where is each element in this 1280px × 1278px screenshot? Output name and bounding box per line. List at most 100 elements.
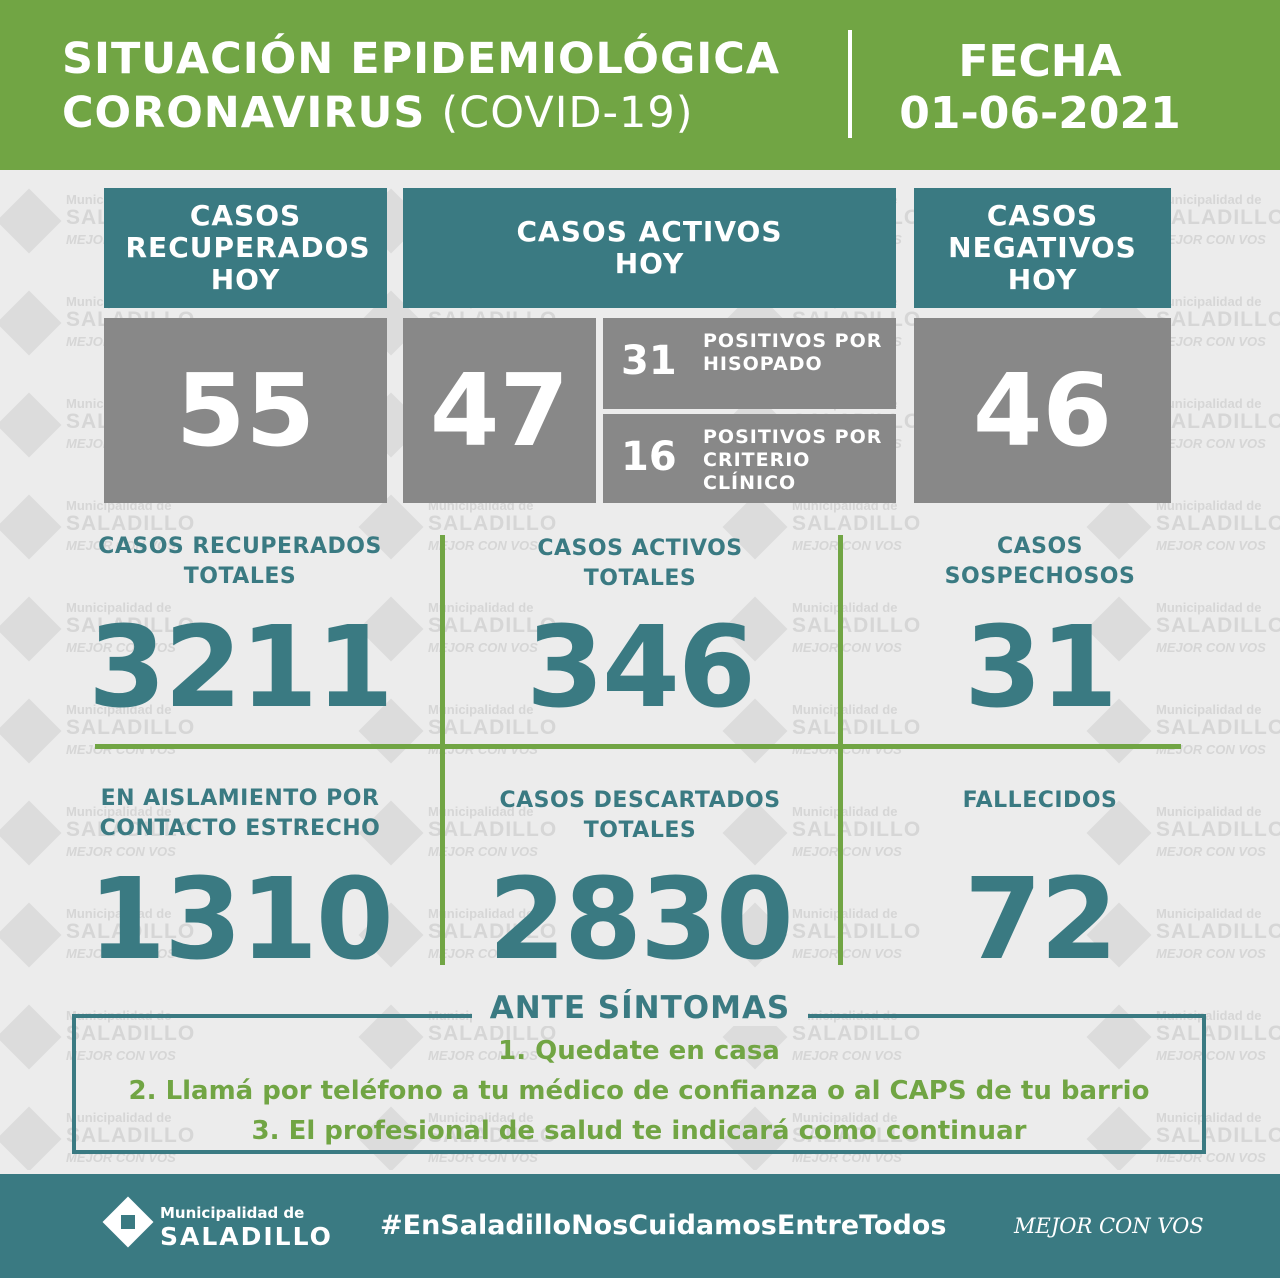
active-breakdown-swab: 31 POSITIVOS POR HISOPADO (603, 318, 896, 409)
footer: Municipalidad de SALADILLO #EnSaladilloN… (0, 1174, 1280, 1278)
watermark-text: SALADILLO (792, 920, 922, 943)
watermark-text: Municipalidad de (66, 600, 172, 615)
watermark-text: MEJOR CON VOS (428, 538, 538, 553)
deaths-value: 72 (964, 855, 1118, 985)
watermark-text: Municipalidad de (428, 600, 534, 615)
clinical-positive-value: 16 (621, 434, 677, 480)
date-label: FECHA (958, 36, 1122, 87)
active-today-box: 47 (403, 318, 596, 503)
watermark-diamond-icon (0, 290, 62, 356)
watermark-text: Municipalidad de (1156, 600, 1262, 615)
watermark-text: MEJOR CON VOS (66, 844, 176, 859)
footer-logo-line1: Municipalidad de (160, 1204, 305, 1222)
recovered-today-label: CASOS RECUPERADOS HOY (125, 199, 371, 296)
discarded-label: CASOS DESCARTADOS TOTALES (499, 788, 781, 843)
discarded-value: 2830 (488, 855, 794, 985)
symptom-step-2: 2. Llamá por teléfono a tu médico de con… (128, 1076, 1150, 1106)
deaths-label: FALLECIDOS (962, 788, 1118, 813)
grid-vertical-line-right (838, 535, 843, 965)
negative-today-value: 46 (972, 352, 1113, 469)
watermark-text: SALADILLO (1156, 920, 1280, 943)
grid-vertical-line-left (440, 535, 445, 965)
watermark-text: MEJOR CON VOS (792, 538, 902, 553)
watermark-text: MEJOR CON VOS (792, 946, 902, 961)
watermark-text: SALADILLO (792, 512, 922, 535)
total-recovered-label: CASOS RECUPERADOS TOTALES (98, 534, 382, 589)
watermark-text: Municipalidad de (1156, 1110, 1262, 1125)
negative-today-label: CASOS NEGATIVOS HOY (948, 199, 1137, 296)
watermark-text: Municipalidad de (1156, 1008, 1262, 1023)
total-recovered-value: 3211 (88, 603, 394, 733)
watermark-diamond-icon (0, 902, 62, 968)
watermark-text: SALADILLO (428, 512, 558, 535)
watermark-diamond-icon (0, 392, 62, 458)
watermark-text: SALADILLO (1156, 206, 1280, 229)
watermark-text: SALADILLO (428, 614, 558, 637)
watermark-text: MEJOR CON VOS (1156, 232, 1266, 247)
watermark-text: SALADILLO (428, 1124, 558, 1147)
watermark-text: Municipalidad de (792, 804, 898, 819)
header-divider (848, 30, 852, 138)
grid-horizontal-line (95, 744, 1181, 749)
active-today-value: 47 (429, 352, 570, 469)
suspected-label: CASOS SOSPECHOSOS (944, 534, 1136, 589)
watermark-text: Municipalidad de (428, 1110, 534, 1125)
watermark-text: MEJOR CON VOS (1156, 436, 1266, 451)
watermark-text: SALADILLO (66, 512, 196, 535)
municipality-logo-inner (121, 1215, 135, 1229)
watermark-text: SALADILLO (66, 716, 196, 739)
negative-today-header: CASOS NEGATIVOS HOY (914, 188, 1171, 308)
negative-today-box: 46 (914, 318, 1171, 503)
isolation-value: 1310 (88, 855, 394, 985)
watermark-text: MEJOR CON VOS (428, 1048, 538, 1063)
watermark-text: MEJOR CON VOS (66, 640, 176, 655)
footer-slogan: MEJOR CON VOS (1014, 1214, 1204, 1238)
total-active-value: 346 (526, 603, 756, 733)
watermark-text: SALADILLO (66, 614, 196, 637)
watermark-text: Municipalidad de (66, 906, 172, 921)
watermark-text: SALADILLO (66, 1022, 196, 1045)
watermark-text: MEJOR CON VOS (66, 946, 176, 961)
watermark-diamond-icon (0, 188, 62, 254)
watermark-text: SALADILLO (1156, 512, 1280, 535)
watermark-text: MEJOR CON VOS (428, 844, 538, 859)
recovered-today-value: 55 (175, 352, 316, 469)
header-title-covid: (COVID-19) (441, 88, 694, 138)
watermark-text: SALADILLO (792, 716, 922, 739)
active-today-header: CASOS ACTIVOS HOY (403, 188, 896, 308)
watermark-text: Municipalidad de (792, 906, 898, 921)
footer-hashtag: #EnSaladilloNosCuidamosEntreTodos (380, 1210, 947, 1241)
watermark-text: SALADILLO (792, 1124, 922, 1147)
watermark-text: Municipalidad de (1156, 192, 1262, 207)
watermark-text: MEJOR CON VOS (428, 946, 538, 961)
watermark-text: MEJOR CON VOS (1156, 640, 1266, 655)
watermark-text: SALADILLO (1156, 818, 1280, 841)
watermark-text: MEJOR CON VOS (1156, 946, 1266, 961)
watermark-text: Municipalidad de (1156, 396, 1262, 411)
watermark-text: Municipalidad de (792, 600, 898, 615)
watermark-text: Municipalidad de (66, 804, 172, 819)
watermark-text: MEJOR CON VOS (792, 640, 902, 655)
header: SITUACIÓN EPIDEMIOLÓGICA CORONAVIRUS (CO… (0, 0, 1280, 170)
watermark-text: Municipalidad de (1156, 702, 1262, 717)
watermark-diamond-icon (0, 1106, 62, 1170)
watermark-text: MEJOR CON VOS (1156, 742, 1266, 757)
active-breakdown-clinical: 16 POSITIVOS POR CRITERIO CLÍNICO (603, 414, 896, 503)
watermark-diamond-icon (0, 800, 62, 866)
swab-positive-value: 31 (621, 338, 677, 384)
watermark-text: SALADILLO (1156, 1124, 1280, 1147)
watermark-text: SALADILLO (792, 1022, 922, 1045)
watermark-text: Municipalidad de (66, 1110, 172, 1125)
